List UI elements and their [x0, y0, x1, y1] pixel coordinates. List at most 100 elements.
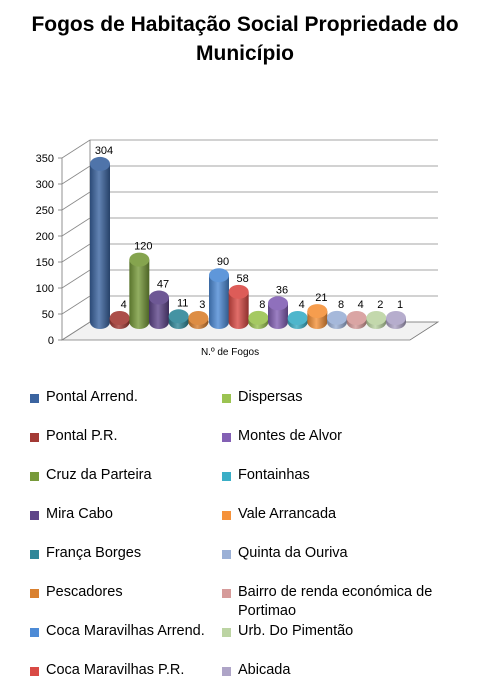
bar [129, 252, 150, 330]
legend-swatch [222, 550, 231, 559]
legend-item: Pontal Arrend. [30, 388, 281, 407]
legend-item: França Borges [30, 544, 281, 563]
bar [307, 304, 328, 329]
bar-top [228, 284, 249, 299]
data-label: 90 [217, 256, 229, 268]
legend-label: Pescadores [46, 584, 123, 600]
data-label: 4 [121, 299, 127, 311]
bar-top [268, 296, 288, 311]
legend-label: Mira Cabo [46, 506, 113, 522]
bar [209, 268, 229, 329]
data-label: 120 [134, 241, 152, 253]
legend-item: Coca Maravilhas P.R. [30, 661, 281, 680]
bar-top [248, 310, 269, 325]
bar-top [287, 311, 308, 325]
bar [228, 284, 249, 330]
bar-body [149, 297, 169, 329]
bar-top [386, 311, 406, 325]
bar-top [209, 268, 229, 283]
bar-body [90, 163, 110, 329]
legend-swatch [30, 433, 39, 442]
bar-top [149, 290, 169, 305]
bar-top [168, 309, 189, 324]
bar [346, 311, 367, 330]
legend-swatch [30, 628, 39, 637]
y-tick-label: 350 [36, 153, 54, 165]
legend-label: Coca Maravilhas Arrend. [46, 623, 205, 639]
bar-body [228, 291, 249, 330]
legend-swatch [30, 667, 39, 676]
y-tick-label: 50 [42, 309, 54, 321]
legend-item: Fontainhas [222, 466, 483, 485]
bar-top [327, 310, 347, 325]
legend-item: Urb. Do Pimentão [222, 622, 483, 641]
bar [386, 311, 406, 329]
data-label: 304 [95, 145, 113, 157]
data-label: 11 [177, 297, 188, 309]
gridline-side [61, 269, 91, 289]
legend-swatch [222, 589, 231, 598]
legend-item: Vale Arrancada [222, 505, 483, 524]
data-label: 2 [377, 299, 383, 311]
legend-label: Pontal Arrend. [46, 389, 138, 405]
gridline-side [61, 139, 91, 159]
data-label: 4 [299, 299, 305, 311]
legend-item: Coca Maravilhas Arrend. [30, 622, 281, 641]
data-label: 8 [338, 299, 344, 311]
legend-swatch [222, 628, 231, 637]
bar-top [90, 156, 110, 171]
bar [109, 311, 130, 329]
legend-swatch [222, 472, 231, 481]
legend-swatch [222, 433, 231, 442]
bar [268, 296, 288, 329]
y-tick-label: 150 [36, 257, 54, 269]
legend-swatch [222, 511, 231, 520]
bar [168, 309, 189, 330]
bars [90, 156, 406, 330]
gridline-side [61, 321, 91, 341]
data-label: 4 [358, 299, 364, 311]
x-axis-label: N.º de Fogos [201, 347, 259, 358]
gridline-side [61, 191, 91, 211]
legend-label: Vale Arrancada [238, 506, 337, 522]
chart-title: Fogos de Habitação Social Propriedade do… [31, 13, 459, 65]
legend-item: Dispersas [222, 388, 483, 407]
bar [248, 310, 269, 329]
legend-label: Montes de Alvor [238, 428, 342, 444]
legend-label: Urb. Do Pimentão [238, 623, 354, 639]
bar-top [129, 252, 150, 267]
gridline-side [61, 243, 91, 263]
y-tick-label: 0 [48, 335, 54, 347]
data-label: 58 [237, 273, 249, 285]
legend-item: Quinta da Ouriva [222, 544, 483, 563]
legend-label: Fontainhas [238, 467, 310, 483]
legend-item: Bairro de renda económica de Portimao [222, 583, 483, 621]
bar-body [209, 275, 229, 329]
legend-label: Quinta da Ouriva [238, 545, 348, 561]
y-axis-ticks: 0 50 100 150 200 250 300 350 [36, 153, 62, 347]
legend-item: Abicada [222, 661, 483, 680]
legend-item: Pontal P.R. [30, 427, 281, 446]
legend-item: Cruz da Parteira [30, 466, 281, 485]
legend-label: Bairro de renda económica de Portimao [238, 584, 433, 619]
bar [188, 311, 209, 330]
legend-swatch [222, 394, 231, 403]
bar-top [307, 304, 328, 319]
y-tick-label: 100 [36, 283, 54, 295]
bar-body [129, 259, 150, 330]
legend-item: Mira Cabo [30, 505, 281, 524]
legend-label: Pontal P.R. [46, 428, 118, 444]
data-label: 3 [199, 299, 205, 311]
bar [287, 311, 308, 330]
gridline-side [61, 295, 91, 315]
bar-top [188, 311, 209, 325]
bar-top [109, 311, 130, 325]
bar [90, 156, 110, 329]
gridline-side [61, 217, 91, 237]
data-label: 8 [259, 299, 265, 311]
gridline-side [61, 165, 91, 185]
bar [327, 310, 347, 329]
legend-swatch [30, 472, 39, 481]
legend-label: Coca Maravilhas P.R. [46, 662, 185, 678]
